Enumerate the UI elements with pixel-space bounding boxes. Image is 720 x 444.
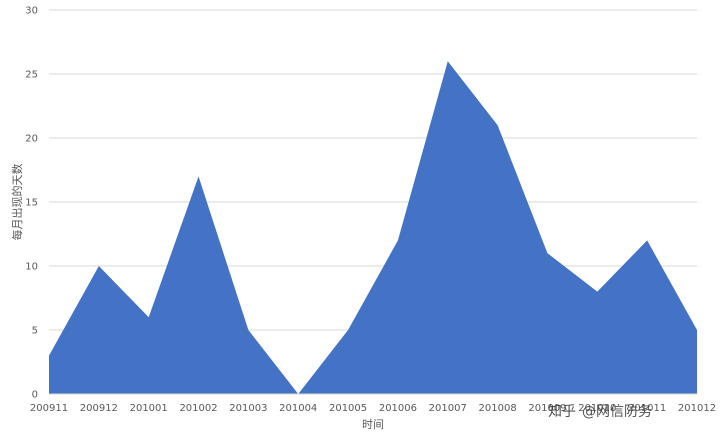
x-tick-label: 201009 [528, 403, 566, 414]
x-tick-label: 200912 [80, 403, 118, 414]
y-tick-label: 30 [25, 6, 38, 17]
area-fill [49, 61, 697, 394]
y-tick-label: 15 [25, 198, 38, 209]
y-tick-label: 5 [32, 326, 38, 337]
y-tick-label: 0 [32, 390, 38, 401]
y-axis-title: 每月出现的天数 [10, 164, 24, 241]
x-tick-label: 201010 [578, 403, 616, 414]
x-tick-label: 201008 [479, 403, 517, 414]
x-tick-label: 201007 [429, 403, 467, 414]
y-tick-label: 25 [25, 70, 38, 81]
watermark-platform: 知乎 [548, 403, 576, 420]
x-tick-label: 201006 [379, 403, 417, 414]
x-tick-label: 201003 [229, 403, 267, 414]
x-tick-label: 201001 [130, 403, 168, 414]
x-tick-label: 201011 [628, 403, 666, 414]
watermark: 知乎 @网信防务 [548, 403, 652, 420]
watermark-handle: @网信防务 [582, 404, 652, 420]
y-tick-label: 20 [25, 134, 38, 145]
x-tick-label: 201005 [329, 403, 367, 414]
x-tick-label: 201002 [179, 403, 217, 414]
x-axis-title: 时间 [362, 418, 384, 431]
x-tick-label: 201004 [279, 403, 317, 414]
area-series [48, 61, 698, 395]
x-tick-label: 201012 [678, 403, 716, 414]
x-axis-ticks: 200911 200912 201001 201002 201003 201004 2010… [30, 403, 716, 414]
y-axis-ticks: 0 5 10 15 20 25 30 [25, 6, 38, 401]
y-tick-label: 10 [25, 262, 38, 273]
x-tick-label: 200911 [30, 403, 68, 414]
